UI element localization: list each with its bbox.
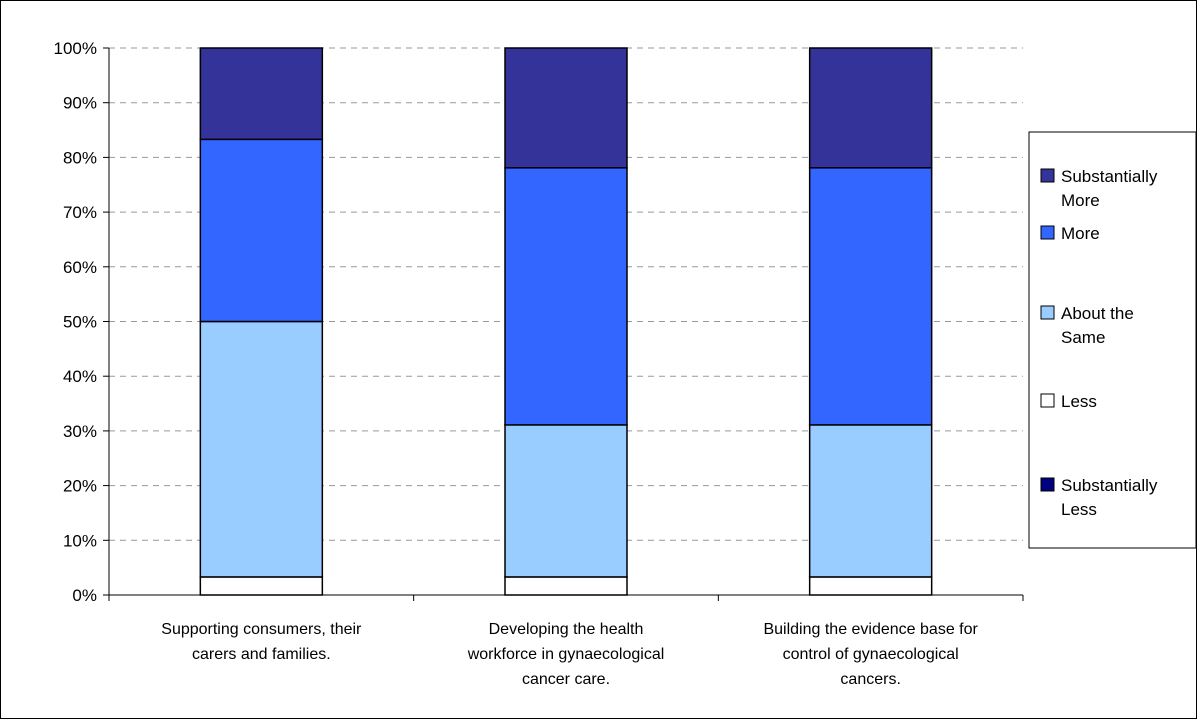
legend-label: Same: [1061, 328, 1105, 347]
bar-segment-less: [504, 576, 628, 596]
bar-segment-less: [808, 576, 933, 596]
y-tick-label: 70%: [63, 203, 97, 222]
x-category-label: Supporting consumers, their: [161, 621, 362, 638]
category-labels: Supporting consumers, their carers and fa…: [161, 621, 978, 688]
x-category-label: cancer care.: [522, 671, 610, 688]
y-tick-label: 0%: [72, 586, 97, 605]
x-category-label: control of gynaecological: [783, 646, 959, 663]
bar-segment-less: [199, 576, 324, 596]
x-category-label: workforce in gynaecological: [467, 646, 665, 663]
bar-segment-substantially-more: [808, 47, 933, 169]
legend-label: More: [1061, 191, 1100, 210]
bar-segment-substantially-more: [199, 47, 324, 141]
y-tick-label: 80%: [63, 148, 97, 167]
x-category-label: cancers.: [840, 671, 900, 688]
legend-swatch: [1040, 168, 1055, 183]
legend-box: [1028, 131, 1197, 549]
legend-label: Less: [1061, 392, 1097, 411]
legend: Substantially More More About the Same Less Su…: [1028, 131, 1197, 549]
y-tick-label: 30%: [63, 422, 97, 441]
bar-segment-about-the-same: [504, 424, 628, 578]
bar-segment-more: [199, 138, 324, 323]
x-category-label: Building the evidence base for: [763, 621, 978, 638]
bar-segment-substantially-more: [504, 47, 628, 169]
legend-swatch: [1040, 225, 1055, 240]
y-tick-labels: 0% 10% 20% 30% 40% 50% 60% 70% 80% 90% 100%: [54, 39, 97, 605]
legend-label: More: [1061, 224, 1100, 243]
y-tick-label: 50%: [63, 313, 97, 332]
legend-swatch: [1040, 477, 1055, 492]
bar-segment-more: [808, 167, 933, 426]
bar-segment-about-the-same: [808, 424, 933, 578]
bar-segment-about-the-same: [199, 320, 324, 578]
legend-label: Less: [1061, 500, 1097, 519]
y-tick-label: 100%: [54, 39, 97, 58]
legend-label: About the: [1061, 304, 1134, 323]
y-tick-label: 10%: [63, 531, 97, 550]
y-tick-label: 40%: [63, 367, 97, 386]
x-category-label: Developing the health: [489, 621, 644, 638]
y-tick-label: 60%: [63, 258, 97, 277]
legend-swatch: [1040, 305, 1055, 320]
legend-swatch: [1040, 393, 1055, 408]
legend-label: Substantially: [1061, 476, 1158, 495]
legend-label: Substantially: [1061, 167, 1158, 186]
x-category-label: carers and families.: [192, 646, 331, 663]
y-tick-label: 90%: [63, 94, 97, 113]
y-tick-label: 20%: [63, 477, 97, 496]
bar-segment-more: [504, 167, 628, 426]
bars: [199, 47, 933, 596]
